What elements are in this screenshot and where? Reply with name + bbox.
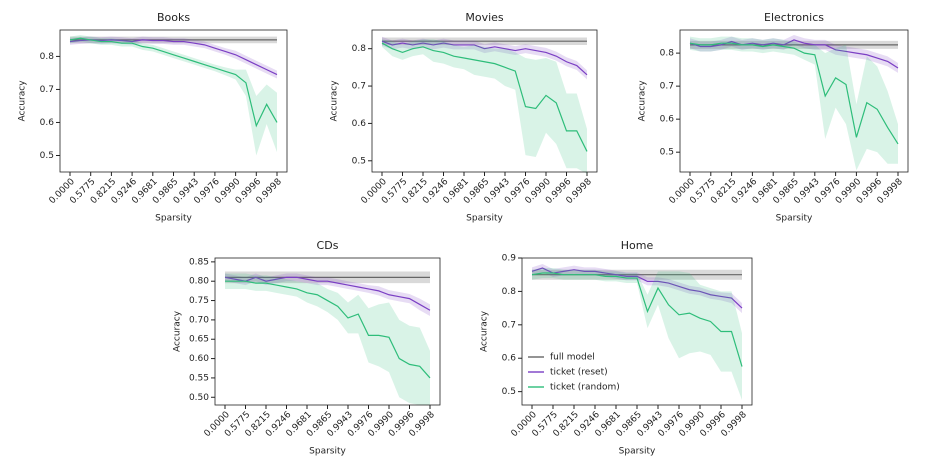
axes-frame	[521, 257, 753, 406]
y-tick-label: 0.8	[40, 52, 55, 62]
y-tick-label: 0.70	[189, 315, 209, 325]
y-tick-label: 0.75	[189, 296, 209, 306]
y-tick-label: 0.7	[660, 82, 674, 92]
legend-label: ticket (random)	[550, 383, 620, 393]
y-tick-label: 0.6	[502, 354, 517, 364]
error-band	[70, 36, 277, 79]
y-tick-label: 0.80	[189, 277, 209, 287]
series-line	[531, 272, 743, 367]
y-tick-label: 0.50	[189, 393, 209, 403]
y-tick-label: 0.6	[40, 118, 55, 128]
chart-title: Home	[621, 239, 654, 252]
y-tick-label: 0.6	[660, 115, 675, 125]
x-axis-label: Sparsity	[776, 214, 813, 224]
chart-title: Movies	[465, 11, 504, 24]
chart-title: CDs	[317, 239, 339, 252]
y-tick-label: 0.5	[660, 148, 674, 158]
y-tick-label: 0.5	[502, 387, 516, 397]
chart: ElectronicsAccuracySparsity0.50.60.70.80…	[638, 11, 909, 224]
y-tick-label: 0.5	[40, 151, 54, 161]
chart-title: Electronics	[764, 11, 824, 24]
error-band	[382, 39, 587, 174]
series-line	[225, 280, 431, 379]
series-line	[224, 276, 431, 311]
x-axis-label: Sparsity	[155, 214, 192, 224]
x-axis-label: Sparsity	[619, 447, 656, 457]
y-tick-label: 0.7	[502, 320, 516, 330]
error-band	[690, 36, 898, 171]
error-band	[532, 268, 742, 400]
chart: HomeAccuracySparsity0.50.60.70.80.90.000…	[480, 239, 753, 457]
series-line	[381, 42, 588, 152]
error-band	[532, 264, 742, 314]
y-tick-label: 0.7	[352, 82, 366, 92]
axes-frame	[679, 29, 909, 173]
chart: MoviesAccuracySparsity0.50.60.70.80.0000…	[330, 11, 598, 224]
x-axis-label: Sparsity	[309, 447, 346, 457]
y-tick-label: 0.6	[352, 119, 367, 129]
chart: CDs Accuracy Sparsity 0.50 0.55 0.60 0.65 0.70 0…	[173, 239, 441, 457]
chart-title: Books	[157, 11, 190, 24]
series-line	[69, 37, 278, 128]
y-tick-label: 0.60	[189, 354, 209, 364]
error-band	[70, 34, 277, 156]
y-tick-label: 0.9	[502, 254, 517, 264]
y-tick-label: 0.65	[189, 335, 209, 345]
series-line	[69, 39, 278, 76]
y-axis-label: Accuracy	[638, 80, 648, 122]
chart: BooksAccuracySparsity0.50.60.70.80.00000…	[18, 11, 288, 224]
legend-label: full model	[550, 353, 595, 363]
y-axis-label: Accuracy	[480, 310, 490, 352]
series-line	[381, 40, 588, 76]
axes-frame	[59, 29, 288, 173]
series-line	[531, 267, 743, 309]
y-tick-label: 0.5	[352, 156, 366, 166]
y-tick-label: 0.8	[502, 287, 517, 297]
series-line	[689, 42, 899, 145]
axes-frame	[371, 29, 598, 173]
y-tick-label: 0.55	[189, 373, 209, 383]
y-tick-label: 0.85	[189, 257, 209, 267]
y-axis-label: Accuracy	[18, 80, 28, 122]
x-axis-label: Sparsity	[466, 214, 503, 224]
y-tick-label: 0.8	[352, 44, 367, 54]
y-tick-label: 0.7	[40, 85, 54, 95]
y-tick-label: 0.8	[660, 49, 675, 59]
legend-label: ticket (reset)	[550, 368, 608, 378]
y-axis-label: Accuracy	[330, 80, 340, 122]
axes-frame	[214, 257, 441, 406]
error-band	[225, 273, 430, 405]
error-band	[382, 36, 587, 80]
y-axis-label: Accuracy	[173, 310, 183, 352]
